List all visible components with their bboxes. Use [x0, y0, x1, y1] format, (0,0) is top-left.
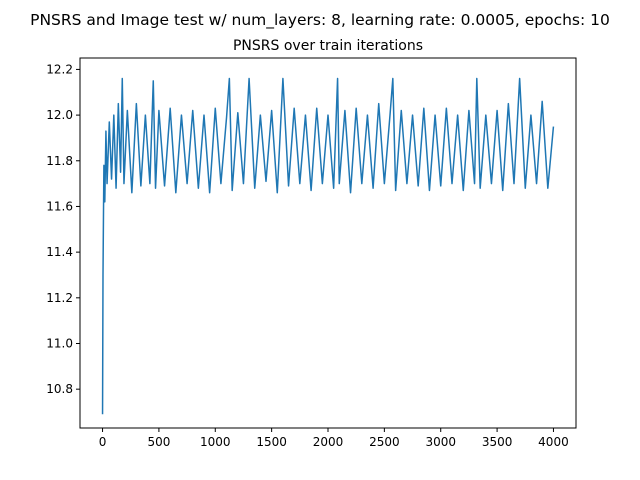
y-axis: 10.8 11.0 11.2 11.4 11.6 11.8 12.0 12.2: [46, 62, 80, 396]
plot-area: [101, 77, 555, 415]
chart-title: PNSRS over train iterations: [233, 38, 423, 54]
y-tick-label: 11.0: [46, 336, 73, 350]
x-tick-label: 3500: [482, 435, 513, 449]
y-tick-label: 10.8: [46, 382, 73, 396]
y-tick-label: 12.0: [46, 108, 73, 122]
x-tick-label: 0: [99, 435, 107, 449]
x-axis: 0 500 1000 1500 2000 2500 3000 3500 4000: [99, 428, 569, 449]
y-tick-label: 11.8: [46, 154, 73, 168]
x-tick-label: 2500: [369, 435, 400, 449]
y-tick-label: 11.4: [46, 245, 73, 259]
x-tick-label: 2000: [313, 435, 344, 449]
x-tick-label: 3000: [425, 435, 456, 449]
x-tick-label: 1500: [256, 435, 287, 449]
y-tick-label: 11.6: [46, 199, 73, 213]
y-tick-label: 11.2: [46, 291, 73, 305]
series-line-0: [101, 77, 555, 415]
x-tick-label: 4000: [538, 435, 569, 449]
x-tick-label: 500: [147, 435, 170, 449]
x-tick-label: 1000: [200, 435, 231, 449]
y-tick-label: 12.2: [46, 62, 73, 76]
figure-suptitle: PNSRS and Image test w/ num_layers: 8, l…: [30, 11, 610, 30]
